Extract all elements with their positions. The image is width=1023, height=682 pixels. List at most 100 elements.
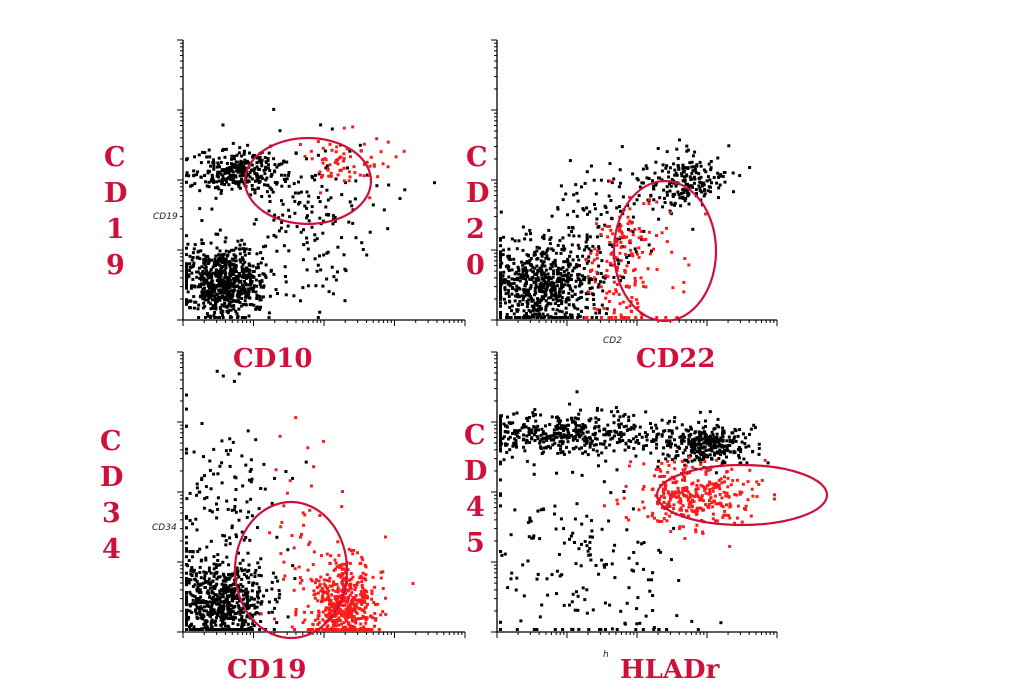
event-point <box>638 432 641 436</box>
event-point <box>508 448 512 452</box>
event-point <box>728 439 732 443</box>
event-point <box>560 296 564 299</box>
event-point <box>545 436 548 440</box>
event-point <box>210 173 214 177</box>
event-point <box>596 406 599 410</box>
event-point <box>258 279 262 283</box>
event-point <box>543 446 546 450</box>
event-point <box>709 160 713 163</box>
event-point <box>245 159 249 163</box>
event-point <box>195 173 198 177</box>
gated-event-point <box>626 215 630 219</box>
event-point <box>540 295 544 299</box>
event-point <box>589 249 593 253</box>
event-point <box>543 280 547 284</box>
event-point <box>202 276 206 280</box>
event-point <box>564 306 568 310</box>
event-point <box>305 157 308 161</box>
event-point <box>205 545 209 549</box>
event-point <box>680 172 684 176</box>
event-point <box>703 431 707 435</box>
event-point <box>248 151 251 155</box>
event-point <box>294 151 298 155</box>
event-point <box>532 433 536 437</box>
event-point <box>748 432 751 436</box>
gated-event-point <box>282 577 286 581</box>
event-point <box>622 414 625 418</box>
event-point <box>547 444 551 448</box>
event-point <box>546 284 549 288</box>
event-point <box>198 283 202 287</box>
event-point <box>221 374 225 378</box>
event-point <box>240 177 244 181</box>
event-point <box>603 565 607 569</box>
event-point <box>193 155 197 159</box>
event-point <box>236 166 240 170</box>
event-point <box>295 225 299 229</box>
gated-event-point <box>373 585 377 589</box>
event-point <box>215 279 219 282</box>
event-point <box>188 491 192 495</box>
event-point <box>229 584 233 588</box>
event-point <box>710 444 714 448</box>
event-point <box>217 270 221 274</box>
event-point <box>246 622 250 626</box>
event-point <box>535 577 539 581</box>
gated-event-point <box>595 222 598 226</box>
event-point <box>375 184 379 188</box>
event-point <box>534 291 538 295</box>
event-point <box>587 628 591 631</box>
event-point <box>229 308 233 312</box>
gated-event-point <box>636 252 639 256</box>
event-point <box>665 185 669 189</box>
event-point <box>584 240 588 244</box>
event-point <box>685 149 689 153</box>
event-point <box>499 210 503 214</box>
gated-event-point <box>333 622 337 626</box>
event-point <box>566 257 570 261</box>
event-point <box>217 156 221 160</box>
event-point <box>233 612 237 615</box>
event-point <box>201 150 205 154</box>
y-label-letter: D <box>466 178 489 209</box>
event-point <box>249 467 253 471</box>
event-point <box>244 592 247 596</box>
event-point <box>209 621 213 624</box>
event-point <box>210 276 214 280</box>
event-point <box>566 428 570 431</box>
event-point <box>533 408 537 412</box>
event-point <box>198 571 202 574</box>
event-point <box>217 275 221 279</box>
event-point <box>626 203 630 207</box>
event-point <box>185 612 188 616</box>
event-point <box>213 311 217 314</box>
event-point <box>207 258 211 262</box>
event-point <box>228 464 232 468</box>
event-point <box>190 271 194 275</box>
event-point <box>306 284 310 288</box>
event-point <box>540 452 544 455</box>
event-point <box>198 609 202 613</box>
gated-event-point <box>370 589 374 593</box>
event-point <box>218 306 222 309</box>
event-point <box>690 445 693 449</box>
gated-event-point <box>704 212 708 216</box>
event-point <box>222 599 226 603</box>
event-point <box>313 178 317 182</box>
gated-event-point <box>339 628 343 631</box>
event-point <box>610 216 614 220</box>
gated-event-point <box>346 609 349 613</box>
event-point <box>562 316 566 319</box>
event-point <box>649 451 653 455</box>
event-point <box>632 551 636 554</box>
event-point <box>203 605 206 609</box>
gated-event-point <box>633 276 637 280</box>
gated-event-point <box>364 618 368 622</box>
event-point <box>241 283 244 287</box>
event-point <box>315 237 319 241</box>
event-point <box>553 441 557 445</box>
gated-event-point <box>635 298 639 302</box>
y-label-letter: 9 <box>106 250 125 281</box>
event-point <box>232 304 236 308</box>
event-point <box>566 280 569 284</box>
